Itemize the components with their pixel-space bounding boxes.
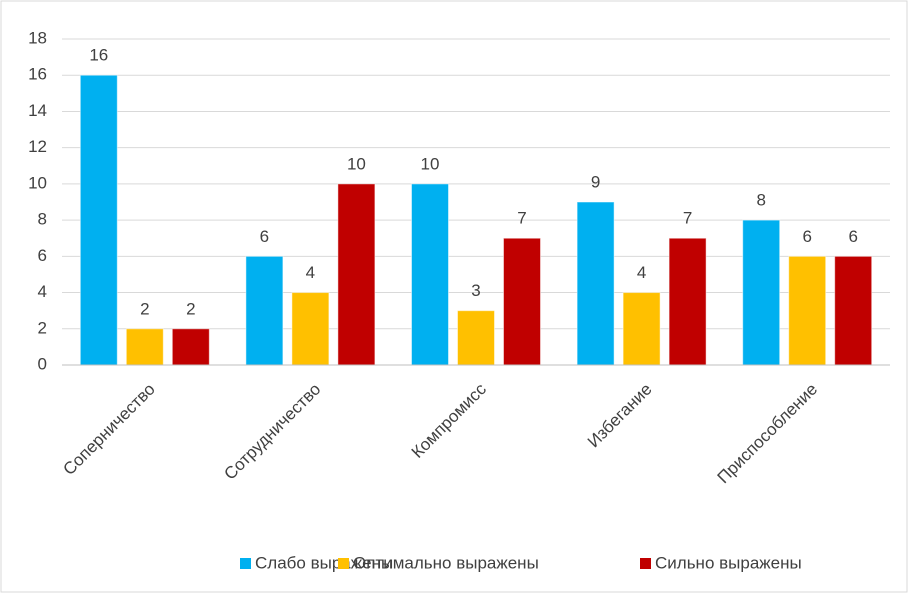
bar xyxy=(171,328,210,366)
bar xyxy=(125,328,164,366)
bar xyxy=(503,237,541,366)
y-tick-label: 4 xyxy=(38,282,47,301)
y-tick-label: 8 xyxy=(38,210,47,229)
bar xyxy=(245,255,284,366)
data-label: 2 xyxy=(186,299,195,318)
bar xyxy=(668,237,707,366)
data-label: 2 xyxy=(140,299,149,318)
data-label: 10 xyxy=(421,154,440,173)
data-label: 6 xyxy=(260,227,269,246)
data-label: 6 xyxy=(848,227,857,246)
bar xyxy=(457,310,495,366)
data-label: 4 xyxy=(637,263,646,282)
bar xyxy=(742,219,781,366)
bar xyxy=(337,183,376,366)
y-tick-label: 2 xyxy=(38,318,47,337)
bar xyxy=(411,183,449,366)
bar xyxy=(576,201,615,366)
data-label: 8 xyxy=(756,191,765,210)
y-tick-label: 18 xyxy=(28,28,47,47)
data-label: 4 xyxy=(306,263,315,282)
data-label: 7 xyxy=(683,209,692,228)
bar xyxy=(788,255,827,366)
data-label: 16 xyxy=(89,46,108,65)
data-label: 6 xyxy=(802,227,811,246)
bar xyxy=(79,74,118,366)
y-tick-label: 12 xyxy=(28,137,47,156)
legend-swatch xyxy=(240,558,251,569)
y-tick-label: 6 xyxy=(38,246,47,265)
data-label: 3 xyxy=(471,281,480,300)
y-tick-label: 0 xyxy=(38,354,47,373)
data-label: 7 xyxy=(517,209,526,228)
y-tick-label: 14 xyxy=(28,101,47,120)
y-tick-label: 16 xyxy=(28,65,47,84)
legend-label: Сильно выражены xyxy=(655,553,802,572)
legend-swatch xyxy=(640,558,651,569)
data-label: 9 xyxy=(591,172,600,191)
bar xyxy=(622,292,661,366)
legend-label: Слабо выражены xyxy=(255,553,393,572)
y-tick-label: 10 xyxy=(28,173,47,192)
legend-swatch xyxy=(338,558,349,569)
legend-label: Оптимально выражены xyxy=(353,553,539,572)
data-label: 10 xyxy=(347,154,366,173)
bar xyxy=(834,255,873,366)
bar xyxy=(291,292,330,366)
